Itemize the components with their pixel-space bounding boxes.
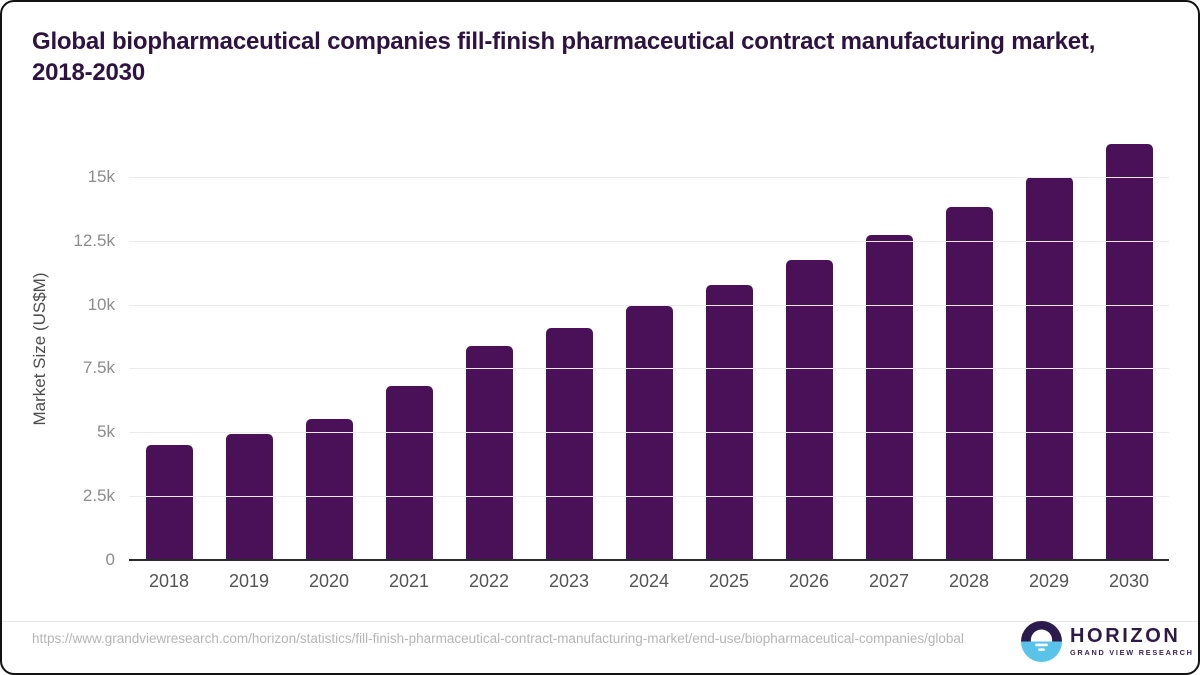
x-tick-label-2028: 2028 [948,571,990,591]
x-tick-label-2022: 2022 [468,571,510,591]
gridline-12.5k [129,240,1169,242]
bar-2018 [145,444,193,560]
logo-text: HORIZON GRAND VIEW RESEARCH [1070,626,1194,657]
x-tick-label-2026: 2026 [788,571,830,591]
y-tick-label-10k: 10k [87,294,115,314]
horizon-logo: HORIZON GRAND VIEW RESEARCH [1021,621,1194,662]
y-tick-label-7.5k: 7.5k [82,358,115,378]
x-tick-label-2021: 2021 [388,571,430,591]
y-tick-label-5k: 5k [97,422,115,442]
y-tick-label-15k: 15k [87,166,115,186]
x-tick-label-2024: 2024 [628,571,670,591]
bar-2023 [545,327,593,560]
x-tick-label-2025: 2025 [708,571,750,591]
y-tick-label-2.5k: 2.5k [82,486,115,506]
gridline-2.5k [129,496,1169,498]
x-tick-label-2018: 2018 [148,571,190,591]
horizon-sun-icon [1021,621,1062,662]
x-tick-label-2019: 2019 [228,571,270,591]
chart-title: Global biopharmaceutical companies fill-… [32,28,1096,86]
x-tick-label-2030: 2030 [1108,571,1150,591]
footer-divider [2,621,1198,622]
x-tick-label-2029: 2029 [1028,571,1070,591]
bar-2022 [465,346,513,560]
bar-2026 [785,260,833,560]
bar-2020 [305,419,353,560]
bar-2027 [865,234,913,560]
bar-2030 [1105,144,1153,560]
gridline-15k [129,176,1169,178]
x-axis-line [129,559,1169,561]
bar-2021 [385,386,433,560]
gridline-10k [129,304,1169,306]
x-tick-label-2027: 2027 [868,571,910,591]
x-tick-label-2023: 2023 [548,571,590,591]
bar-2025 [705,284,753,560]
logo-name: HORIZON [1070,625,1181,647]
gridline-5k [129,432,1169,434]
y-tick-label-0: 0 [105,550,115,569]
x-tick-label-2020: 2020 [308,571,350,591]
bar-2028 [945,206,993,560]
logo-subtitle: GRAND VIEW RESEARCH [1070,648,1194,657]
source-url: https://www.grandviewresearch.com/horizo… [32,631,964,646]
y-tick-label-12.5k: 12.5k [73,230,115,250]
gridline-7.5k [129,368,1169,370]
